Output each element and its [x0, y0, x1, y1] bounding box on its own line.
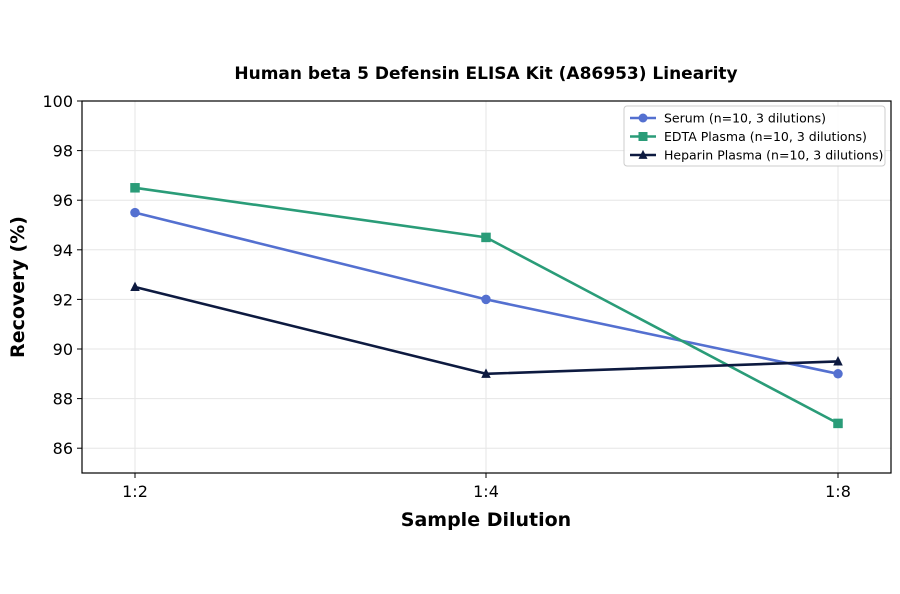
data-point	[833, 369, 843, 379]
x-tick-label: 1:2	[122, 482, 148, 501]
data-point	[638, 149, 648, 159]
x-tick-label: 1:8	[825, 482, 851, 501]
data-point	[481, 294, 491, 305]
y-axis-label: Recovery (%)	[7, 216, 29, 358]
y-tick-label: 94	[53, 241, 73, 260]
data-point	[130, 207, 140, 218]
legend-label: EDTA Plasma (n=10, 3 dilutions)	[664, 129, 867, 144]
data-point	[833, 355, 843, 366]
data-point	[481, 368, 491, 378]
series-1	[130, 207, 843, 379]
series-3	[130, 281, 843, 378]
x-axis-label: Sample Dilution	[401, 509, 571, 531]
x-tick-label: 1:4	[473, 482, 499, 501]
legend-label: Heparin Plasma (n=10, 3 dilutions)	[664, 148, 883, 163]
y-tick-label: 90	[53, 340, 73, 359]
y-tick-label: 88	[53, 390, 73, 409]
y-tick-label: 92	[53, 290, 73, 309]
data-point	[833, 418, 843, 429]
tick-layer: 86 88 90 92 94 96 98 100 1:2 1:4 1:8	[42, 92, 850, 501]
data-point	[481, 232, 491, 243]
data-point	[130, 183, 140, 193]
data-point	[130, 281, 140, 292]
y-tick-label: 98	[53, 142, 73, 161]
legend-item: Heparin Plasma (n=10, 3 dilutions)	[630, 148, 883, 163]
legend-box	[623, 105, 886, 167]
data-point	[638, 132, 648, 141]
y-tick-label: 86	[53, 439, 73, 458]
series-2	[130, 183, 843, 429]
series-layer	[130, 183, 843, 429]
chart-title: Human beta 5 Defensin ELISA Kit (A86953)…	[234, 64, 737, 84]
legend: Serum (n=10, 3 dilutions) EDTA Plasma (n=…	[623, 105, 886, 167]
data-point	[638, 113, 648, 123]
legend-label: Serum (n=10, 3 dilutions)	[664, 111, 826, 126]
legend-item: Serum (n=10, 3 dilutions)	[630, 111, 826, 126]
y-tick-label: 96	[53, 191, 73, 210]
legend-item: EDTA Plasma (n=10, 3 dilutions)	[630, 129, 867, 144]
y-tick-label: 100	[42, 92, 73, 111]
